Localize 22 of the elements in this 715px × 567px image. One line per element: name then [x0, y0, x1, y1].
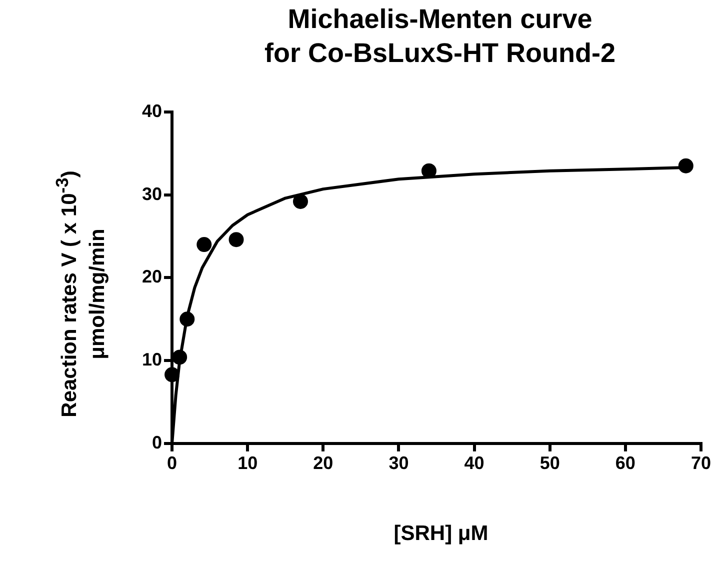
x-tick-label: 20 — [313, 453, 334, 474]
point — [180, 312, 195, 327]
point — [292, 194, 308, 209]
chart-title: Michaelis-Menten curve for Co-BsLuxS-HT Round-2 — [264, 3, 616, 70]
x-axis-title: [SRH] μM — [392, 522, 490, 546]
point — [172, 350, 188, 365]
x-tick-label: 30 — [388, 453, 409, 474]
y-tick-label: 20 — [142, 266, 162, 287]
x-tick-label: 50 — [540, 453, 560, 474]
x-tick-label: 70 — [690, 453, 712, 474]
y-tick-label: 0 — [152, 432, 162, 452]
x-tick-label: 10 — [238, 453, 258, 474]
y-tick-label: 30 — [142, 184, 162, 204]
y-tick-label: 40 — [142, 100, 162, 121]
x-tick-label: 40 — [464, 453, 484, 474]
point — [228, 232, 244, 248]
point — [678, 158, 694, 174]
x-tick-label: 60 — [615, 453, 636, 474]
point — [196, 237, 212, 252]
y-tick-label: 10 — [142, 350, 162, 370]
point — [164, 367, 180, 382]
x-tick-label: 0 — [167, 453, 178, 474]
